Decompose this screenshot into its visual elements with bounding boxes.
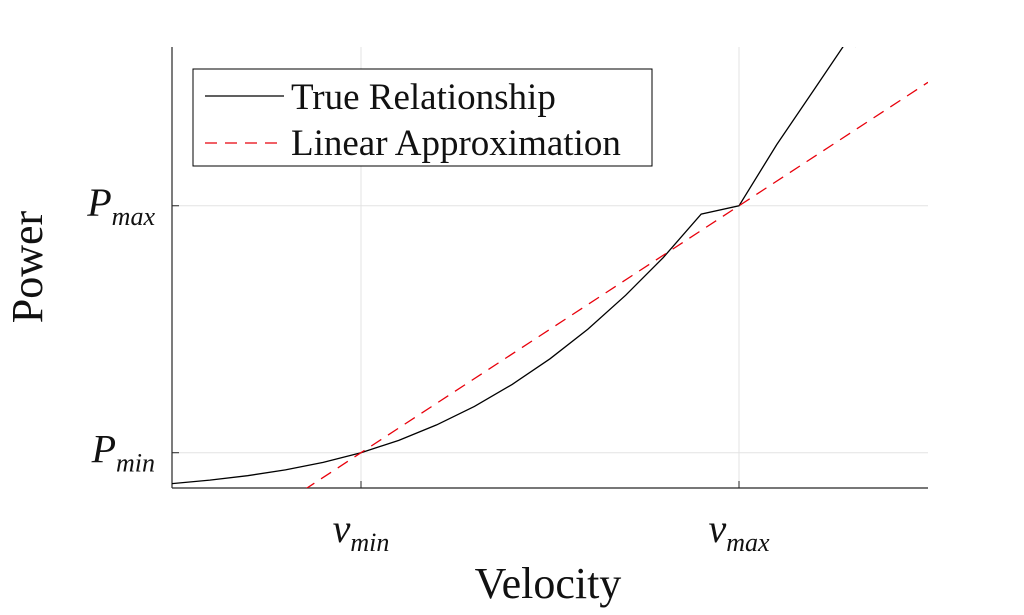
x-axis-title: Velocity <box>475 559 622 608</box>
x-tick-label-min: vmin <box>333 506 390 557</box>
legend-label-true-relationship: True Relationship <box>291 77 556 118</box>
tick-labels: vmin vmax Pmin Pmax <box>86 180 770 557</box>
legend: True Relationship Linear Approximation <box>192 68 653 167</box>
legend-label-linear-approximation: Linear Approximation <box>291 123 621 164</box>
grid <box>172 47 928 488</box>
x-tick-label-max: vmax <box>708 506 770 557</box>
y-tick-label-min: Pmin <box>91 427 155 478</box>
y-tick-label-max: Pmax <box>86 180 155 231</box>
plot-area <box>172 47 928 488</box>
y-axis-title: Power <box>3 210 52 323</box>
axes <box>171 47 928 489</box>
series-line-true-relationship <box>172 47 857 485</box>
legend-box <box>192 68 653 167</box>
